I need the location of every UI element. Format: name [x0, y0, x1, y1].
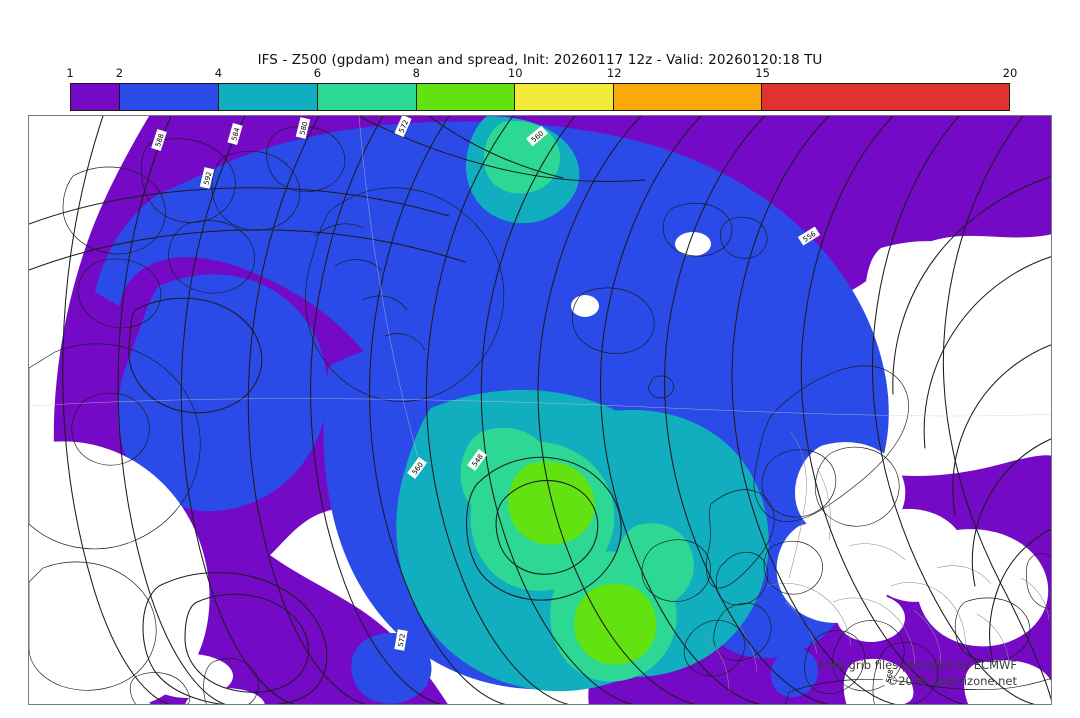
colorbar-tick-8: 8: [412, 66, 420, 80]
colorbar-band-red: [762, 84, 1009, 110]
colorbar-tick-labels: 1 2 4 6 8 10 12 15 20: [66, 66, 1017, 82]
colorbar-tick-15: 15: [755, 66, 770, 80]
spread-band-8-10: [508, 461, 657, 665]
colorbar-band-blue: [120, 84, 220, 110]
colorbar-tick-1: 1: [66, 66, 74, 80]
colorbar-tick-10: 10: [507, 66, 523, 80]
svg-text:572: 572: [397, 633, 407, 648]
colorbar-band-lime: [416, 84, 516, 110]
z500-contours: [29, 116, 1051, 704]
colorbar-bands: [70, 83, 1010, 111]
page-title: IFS - Z500 (gpdam) mean and spread, Init…: [257, 52, 823, 68]
svg-text:592: 592: [202, 171, 213, 186]
colorbar-band-yellow: [515, 84, 615, 110]
colorbar-tick-20: 20: [1002, 66, 1018, 80]
colorbar-tick-2: 2: [115, 66, 124, 80]
map-svg: 588 584 580 572 560 556: [29, 116, 1051, 704]
svg-text:568: 568: [885, 669, 896, 684]
colorbar-tick-12: 12: [606, 66, 622, 80]
colorbar-band-orange: [614, 84, 763, 110]
colorbar-tick-6: 6: [313, 66, 322, 80]
svg-text:580: 580: [298, 121, 309, 136]
graticule: [29, 116, 1051, 469]
colorbar-tick-4: 4: [214, 66, 223, 80]
colorbar-band-teal: [219, 84, 318, 110]
colorbar: [70, 83, 1010, 111]
colorbar-band-spring-green: [317, 84, 417, 110]
svg-text:588: 588: [154, 133, 166, 148]
map-panel: 588 584 580 572 560 556: [28, 115, 1052, 705]
colorbar-band-purple: [71, 84, 121, 110]
svg-text:584: 584: [230, 126, 242, 142]
